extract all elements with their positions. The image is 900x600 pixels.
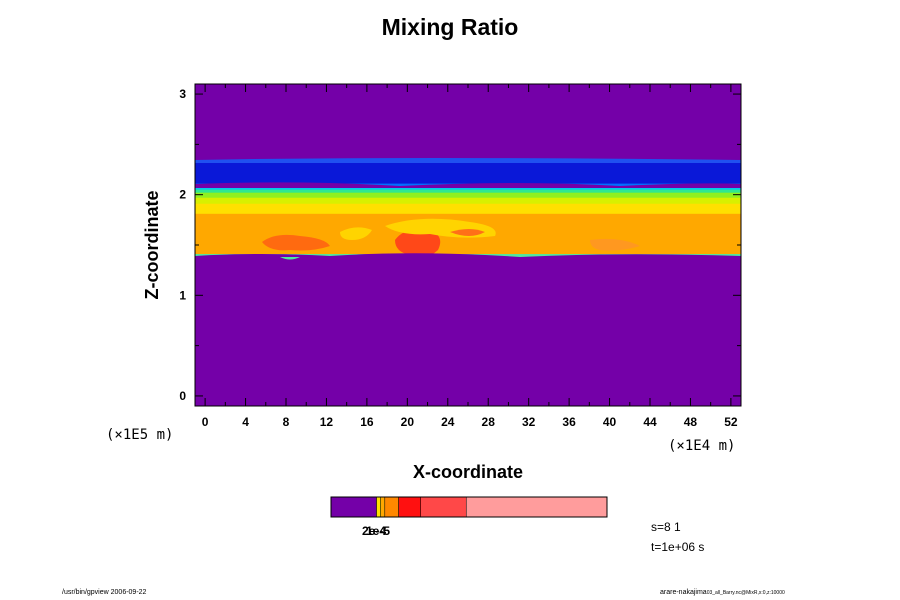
y-axis-label: Z-coordinate (142, 190, 162, 299)
x-tick-label-5: 20 (401, 415, 415, 429)
heatmap-patch-1 (395, 229, 441, 258)
x-unit-label: (×1E4 m) (668, 438, 735, 454)
heatmap-patch-9 (195, 158, 741, 163)
colorbar-label: 1e-5 (366, 524, 390, 538)
footer-right-main: arare-nakajima (660, 589, 707, 596)
colorbar-segment-3 (384, 496, 399, 518)
heatmap-band-6 (195, 197, 741, 205)
heatmap-band-7 (195, 203, 741, 215)
heatmap-band-10 (195, 258, 741, 406)
colorbar-segment-5 (420, 496, 467, 518)
x-tick-label-10: 40 (603, 415, 617, 429)
heatmap-patch-3 (340, 227, 372, 240)
x-tick-label-9: 36 (562, 415, 576, 429)
colorbar-segment-0 (330, 496, 377, 518)
heatmap-patch-5 (195, 253, 741, 262)
x-tick-label-8: 32 (522, 415, 536, 429)
x-tick-label-2: 8 (283, 415, 290, 429)
heatmap-band-5 (195, 192, 741, 199)
colorbar-frame (330, 496, 608, 518)
heatmap-patch-6 (280, 257, 300, 260)
colorbar-segment-4 (398, 496, 421, 518)
x-tick-label-11: 44 (643, 415, 657, 429)
y-unit-label: (×1E5 m) (106, 427, 173, 443)
colorbar (330, 496, 608, 518)
colorbar-segment-6 (465, 496, 608, 518)
heatmap-patch-4 (450, 229, 485, 236)
footer-left: /usr/bin/gpview 2006-09-22 (62, 589, 147, 596)
x-tick-label-0: 0 (202, 415, 209, 429)
footer-right-small: 03_all_Barry.nc@MixR,x:0,z:10000 (706, 590, 785, 596)
colorbar-label-overlap: 2e-4 (362, 524, 386, 538)
heatmap-band-1 (195, 160, 741, 185)
heatmap-band-0 (195, 84, 741, 167)
heatmap-patch-7 (590, 238, 640, 251)
info-line-1: s=8 1 (651, 520, 681, 534)
heatmap-patch-0 (262, 234, 330, 251)
y-tick-label-1: 1 (179, 288, 186, 302)
x-axis-label: X-coordinate (413, 462, 523, 482)
x-tick-label-1: 4 (242, 415, 249, 429)
colorbar-segment-1 (376, 496, 381, 518)
y-tick-label-0: 0 (179, 389, 186, 403)
heatmap-patch-8 (195, 182, 741, 188)
x-tick-label-12: 48 (684, 415, 698, 429)
x-tick-label-3: 12 (320, 415, 334, 429)
info-line-2: t=1e+06 s (651, 540, 705, 554)
heatmap-band-4 (195, 189, 741, 194)
x-tick-label-4: 16 (360, 415, 374, 429)
heatmap-band-3 (195, 186, 741, 191)
chart-title: Mixing Ratio (381, 14, 519, 40)
x-tick-label-6: 24 (441, 415, 455, 429)
footer-right: arare-nakajima03_all_Barry.nc@MixR,x:0,z… (660, 589, 785, 596)
y-tick-label-3: 3 (179, 87, 186, 101)
x-tick-label-7: 28 (482, 415, 496, 429)
y-tick-label-2: 2 (179, 188, 186, 202)
colorbar-segment-2 (380, 496, 386, 518)
x-tick-label-13: 52 (724, 415, 738, 429)
